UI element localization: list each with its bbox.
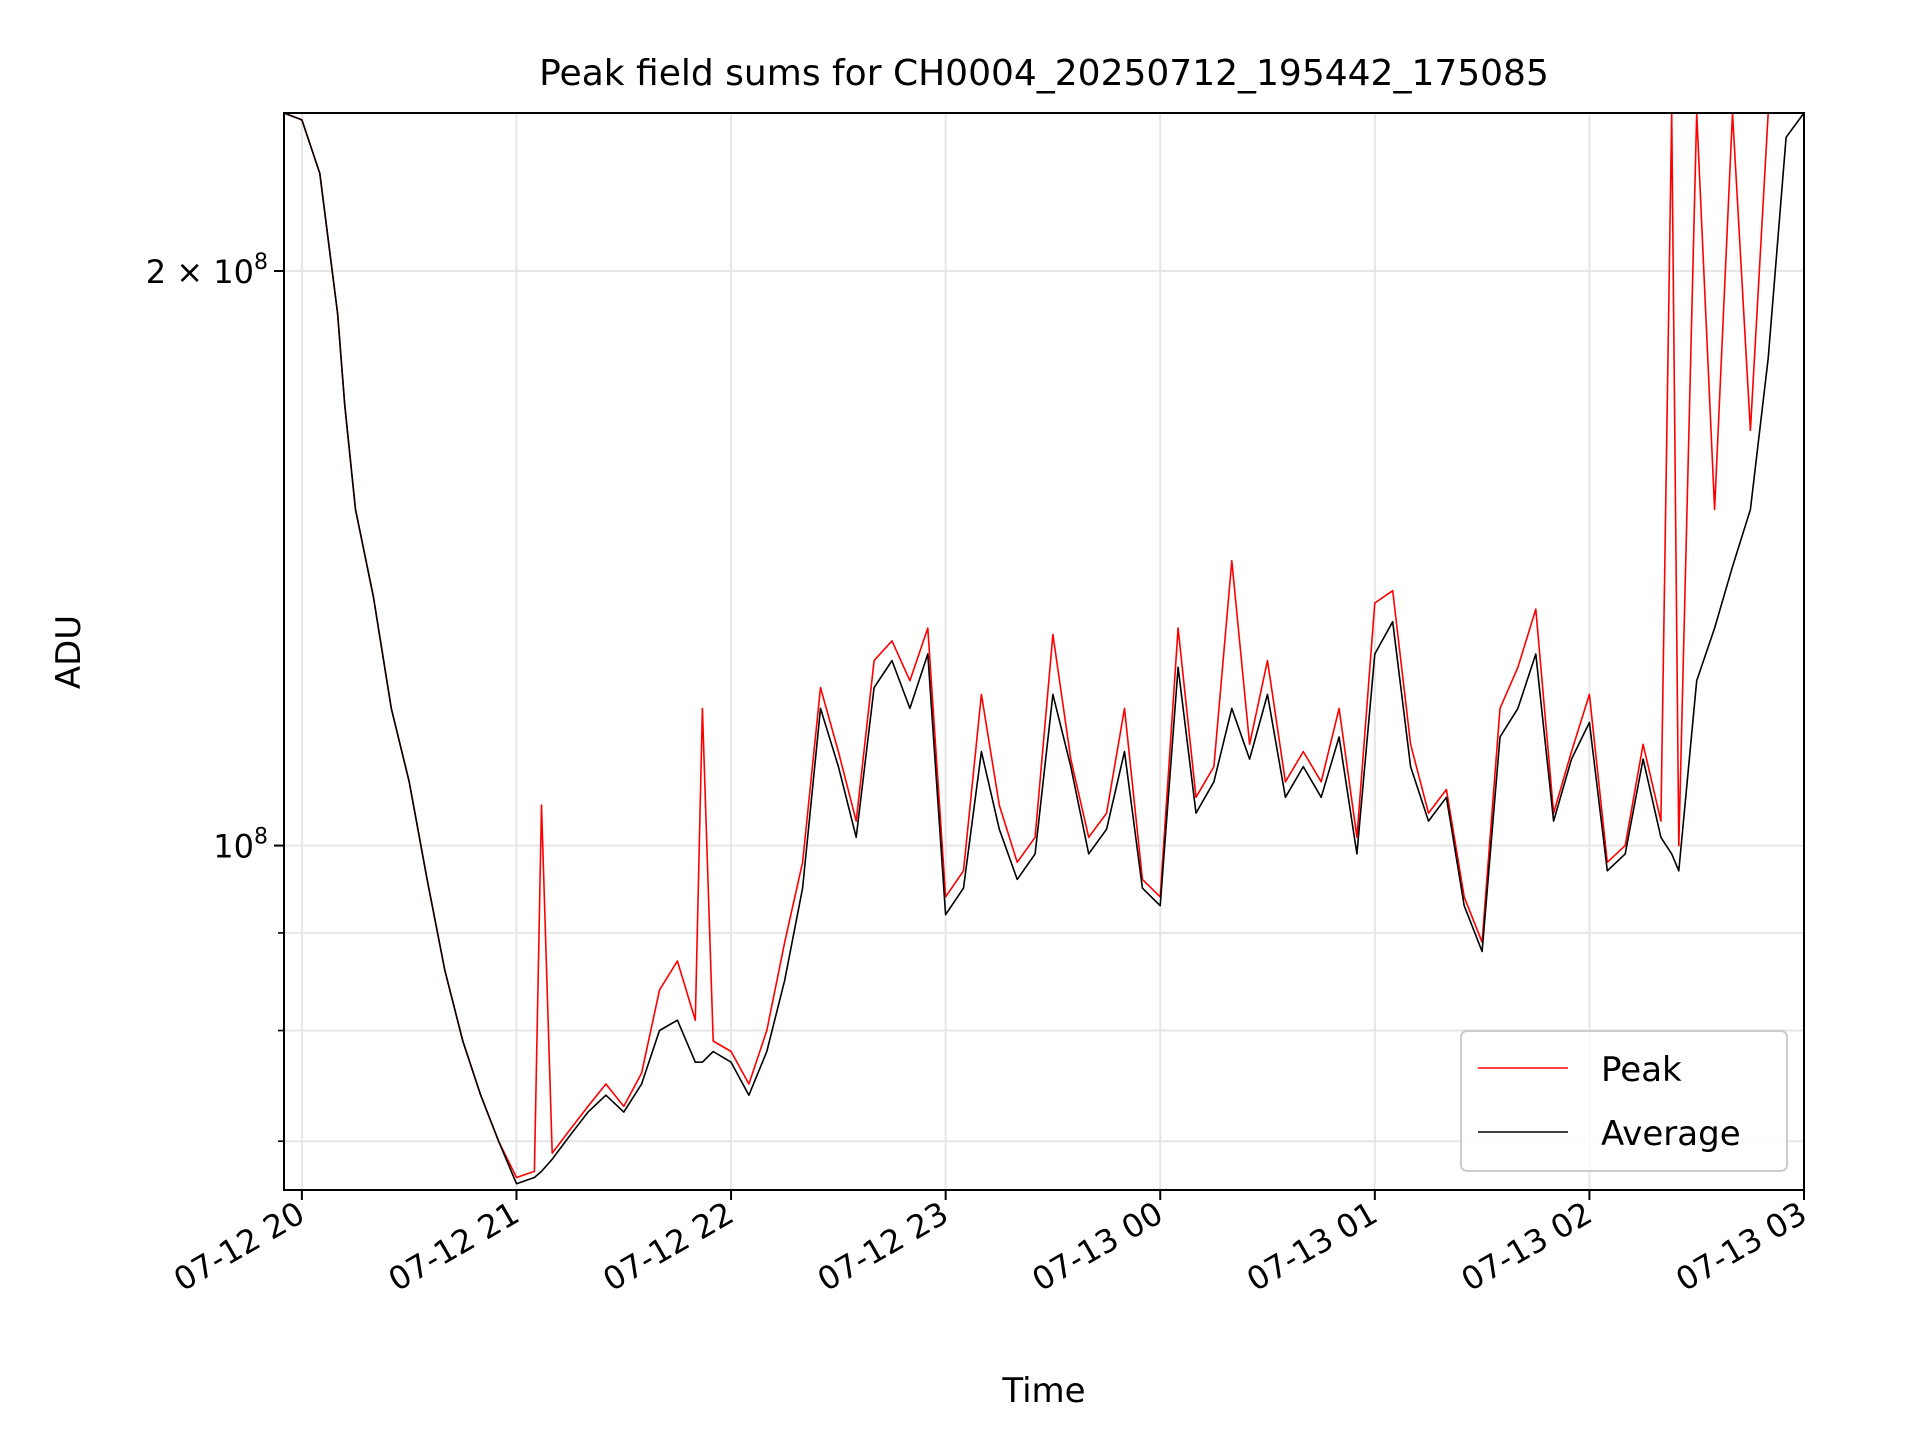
- y-tick-layer: 2 × 108 108: [146, 250, 284, 1143]
- series-line-average: [283, 112, 1805, 1185]
- x-axis-label: Time: [1001, 1371, 1085, 1411]
- series-layer: [283, 112, 1805, 1185]
- legend-box: [1460, 1030, 1788, 1172]
- legend: Peak Average: [1460, 1030, 1788, 1172]
- chart-title: Peak field sums for CH0004_20250712_1954…: [539, 53, 1549, 94]
- series-line-peak: [283, 112, 1804, 1179]
- legend-label-average: Average: [1601, 1114, 1741, 1154]
- y-tick-exponent: 8: [254, 825, 268, 850]
- plot-frame: [283, 112, 1805, 1191]
- y-tick-exponent: 8: [254, 250, 268, 275]
- y-tick-label: 2 × 108: [146, 250, 268, 291]
- legend-label-peak: Peak: [1601, 1050, 1682, 1090]
- y-axis-label: ADU: [49, 615, 89, 689]
- y-tick-label: 108: [213, 825, 268, 866]
